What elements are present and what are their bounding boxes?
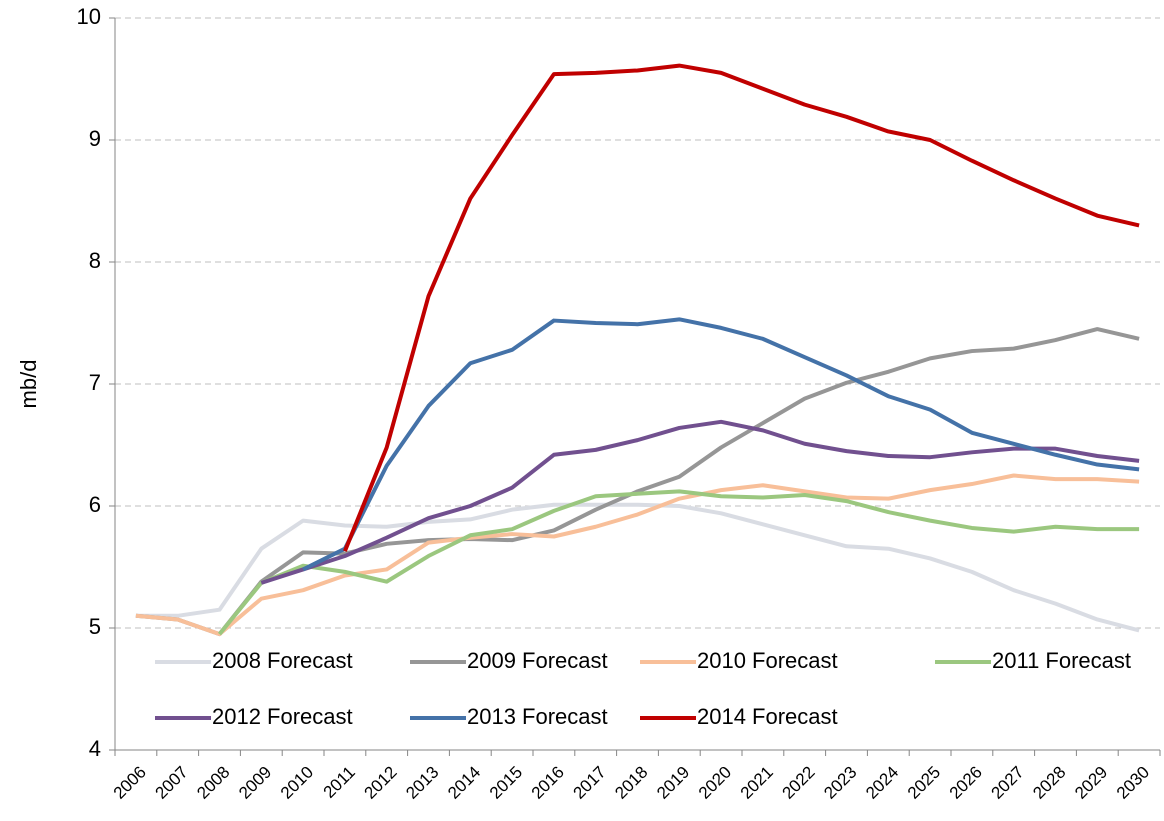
x-tick-label: 2009 <box>235 763 275 803</box>
y-tick-label: 6 <box>89 492 101 517</box>
x-tick-label: 2007 <box>152 763 192 803</box>
series-line <box>343 63 1140 552</box>
x-tick-label: 2015 <box>486 763 526 803</box>
legend-label: 2010 Forecast <box>697 648 838 673</box>
x-tick-label: 2027 <box>988 763 1028 803</box>
x-tick-label: 2006 <box>110 763 150 803</box>
y-tick-label: 10 <box>77 4 101 29</box>
y-tick-label: 4 <box>89 736 101 761</box>
legend-label: 2013 Forecast <box>467 704 608 729</box>
x-tick-label: 2008 <box>193 763 233 803</box>
y-tick-label: 5 <box>89 614 101 639</box>
x-tick-label: 2026 <box>946 763 986 803</box>
legend-label: 2014 Forecast <box>697 704 838 729</box>
x-tick-label: 2024 <box>862 763 902 803</box>
x-tick-label: 2010 <box>277 763 317 803</box>
x-tick-label: 2023 <box>820 763 860 803</box>
x-tick-label: 2029 <box>1071 763 1111 803</box>
series-line <box>135 327 1140 637</box>
x-tick-label: 2013 <box>402 763 442 803</box>
series-line <box>260 419 1140 585</box>
y-axis-label: mb/d <box>16 360 41 409</box>
x-tick-label: 2014 <box>444 763 484 803</box>
series-line <box>302 317 1140 572</box>
x-tick-label: 2020 <box>695 763 735 803</box>
x-tick-label: 2012 <box>361 763 401 803</box>
x-tick-label: 2019 <box>653 763 693 803</box>
legend-label: 2011 Forecast <box>992 648 1131 673</box>
x-tick-label: 2017 <box>570 763 610 803</box>
x-tick-label: 2021 <box>737 763 777 803</box>
y-tick-label: 7 <box>89 370 101 395</box>
x-tick-label: 2018 <box>611 763 651 803</box>
y-tick-label: 9 <box>89 126 101 151</box>
series-line <box>135 502 1140 633</box>
y-tick-label: 8 <box>89 248 101 273</box>
legend-label: 2012 Forecast <box>212 704 353 729</box>
x-tick-label: 2030 <box>1113 763 1153 803</box>
series-line <box>135 473 1140 637</box>
x-tick-label: 2011 <box>320 763 359 802</box>
x-tick-label: 2025 <box>904 763 944 803</box>
legend-label: 2008 Forecast <box>212 648 353 673</box>
x-tick-label: 2028 <box>1029 763 1069 803</box>
x-tick-label: 2022 <box>779 763 819 803</box>
series-line <box>217 489 1140 636</box>
legend-label: 2009 Forecast <box>467 648 608 673</box>
x-tick-label: 2016 <box>528 763 568 803</box>
